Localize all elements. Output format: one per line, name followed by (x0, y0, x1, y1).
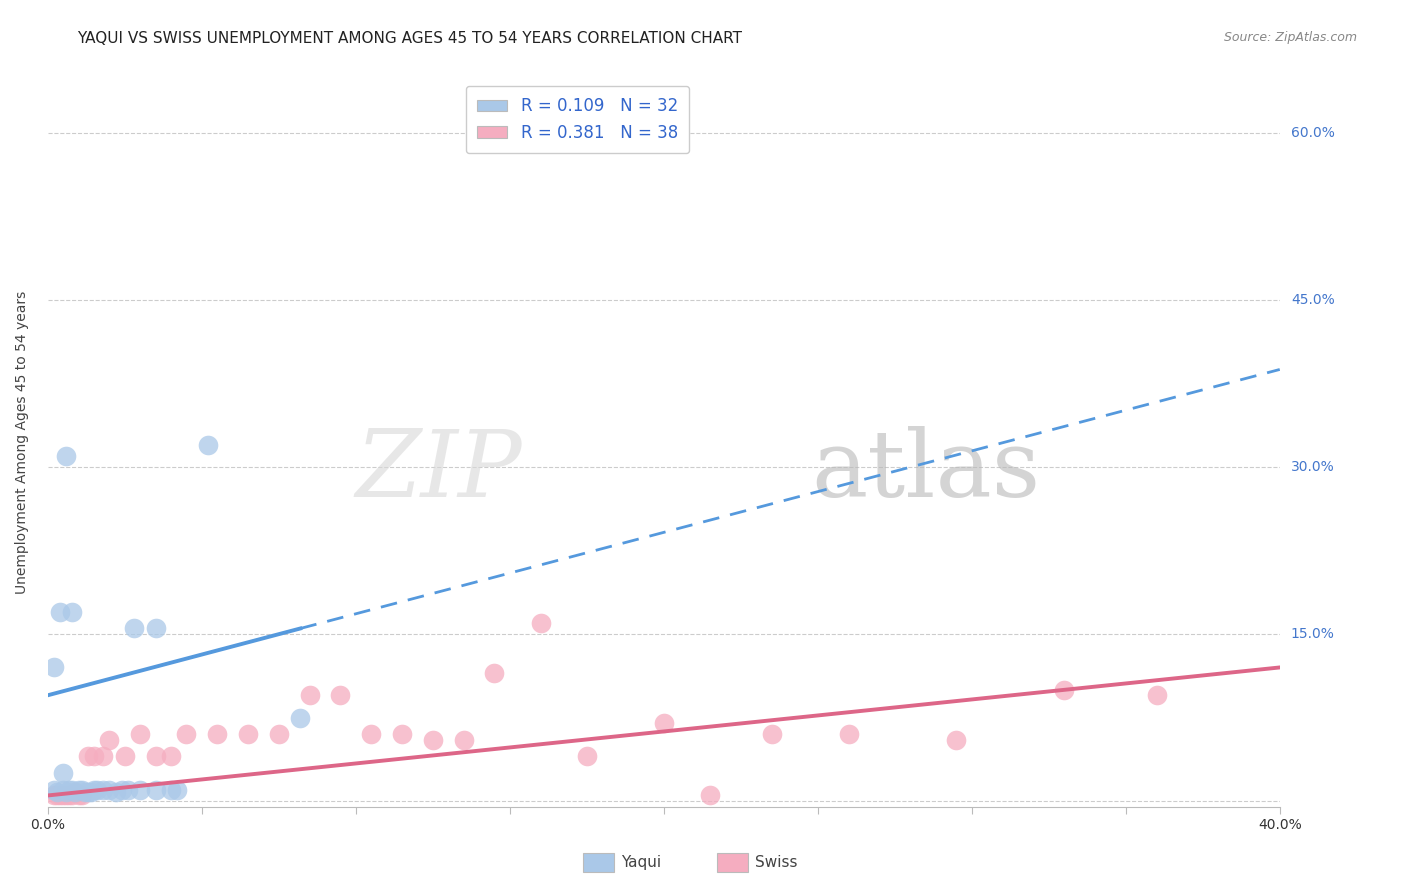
Point (176, 727, 198, 741)
Point (145, 783, 167, 797)
Point (205, 727, 228, 741)
Point (55, 785, 77, 799)
Point (1053, 682, 1076, 697)
Point (65, 785, 87, 799)
Point (166, 783, 188, 797)
Point (298, 688, 321, 702)
Point (52, 789, 75, 803)
Text: 45.0%: 45.0% (1291, 293, 1334, 307)
Text: 60.0%: 60.0% (1291, 126, 1334, 140)
Point (129, 783, 152, 797)
Point (160, 749, 183, 764)
Point (52, 783, 75, 797)
Point (76, 785, 98, 799)
Y-axis label: Unemployment Among Ages 45 to 54 years: Unemployment Among Ages 45 to 54 years (15, 291, 30, 594)
Point (58, 783, 80, 797)
Point (197, 438, 219, 452)
Point (391, 727, 413, 741)
Point (529, 615, 551, 630)
Point (42, 660, 65, 674)
Point (52, 766, 75, 780)
Text: atlas: atlas (811, 426, 1040, 516)
Point (945, 732, 967, 747)
Point (46, 789, 69, 803)
Text: YAQUI VS SWISS UNEMPLOYMENT AMONG AGES 45 TO 54 YEARS CORRELATION CHART: YAQUI VS SWISS UNEMPLOYMENT AMONG AGES 4… (77, 31, 742, 46)
Point (104, 785, 127, 799)
Point (80, 785, 103, 799)
Point (42, 783, 65, 797)
Point (55, 449, 77, 463)
Point (60, 783, 83, 797)
Point (160, 783, 183, 797)
Point (46, 785, 69, 799)
Point (73, 785, 96, 799)
Point (49, 789, 72, 803)
Point (91, 749, 114, 764)
Point (117, 783, 139, 797)
Point (70, 783, 93, 797)
Point (111, 783, 134, 797)
Point (145, 622, 167, 636)
Point (49, 605, 72, 619)
Text: ZIP: ZIP (356, 426, 522, 516)
Legend: R = 0.109   N = 32, R = 0.381   N = 38: R = 0.109 N = 32, R = 0.381 N = 38 (465, 86, 689, 153)
Point (76, 749, 98, 764)
Point (267, 727, 290, 741)
Point (145, 749, 167, 764)
Point (91, 783, 114, 797)
Point (83, 749, 105, 764)
Point (60, 789, 83, 803)
Point (114, 749, 136, 764)
Point (55, 789, 77, 803)
Point (575, 749, 598, 764)
Point (83, 783, 105, 797)
Point (699, 789, 721, 803)
Point (484, 665, 506, 680)
Point (329, 688, 352, 702)
Point (422, 732, 444, 747)
Text: Source: ZipAtlas.com: Source: ZipAtlas.com (1223, 31, 1357, 45)
Point (360, 727, 382, 741)
Point (67, 783, 90, 797)
Point (42, 789, 65, 803)
Text: Yaqui: Yaqui (621, 855, 662, 870)
Text: Swiss: Swiss (755, 855, 797, 870)
Point (652, 716, 675, 731)
Point (65, 785, 87, 799)
Point (236, 727, 259, 741)
Point (60, 605, 83, 619)
Point (1146, 688, 1168, 702)
Text: 30.0%: 30.0% (1291, 460, 1334, 474)
Point (453, 732, 475, 747)
Point (58, 789, 80, 803)
Text: 15.0%: 15.0% (1291, 627, 1334, 641)
Point (86, 783, 108, 797)
Point (70, 789, 93, 803)
Point (98, 732, 121, 747)
Point (129, 727, 152, 741)
Point (67, 789, 90, 803)
Point (122, 622, 145, 636)
Point (838, 727, 860, 741)
Point (98, 783, 121, 797)
Point (761, 727, 783, 741)
Point (290, 710, 312, 724)
